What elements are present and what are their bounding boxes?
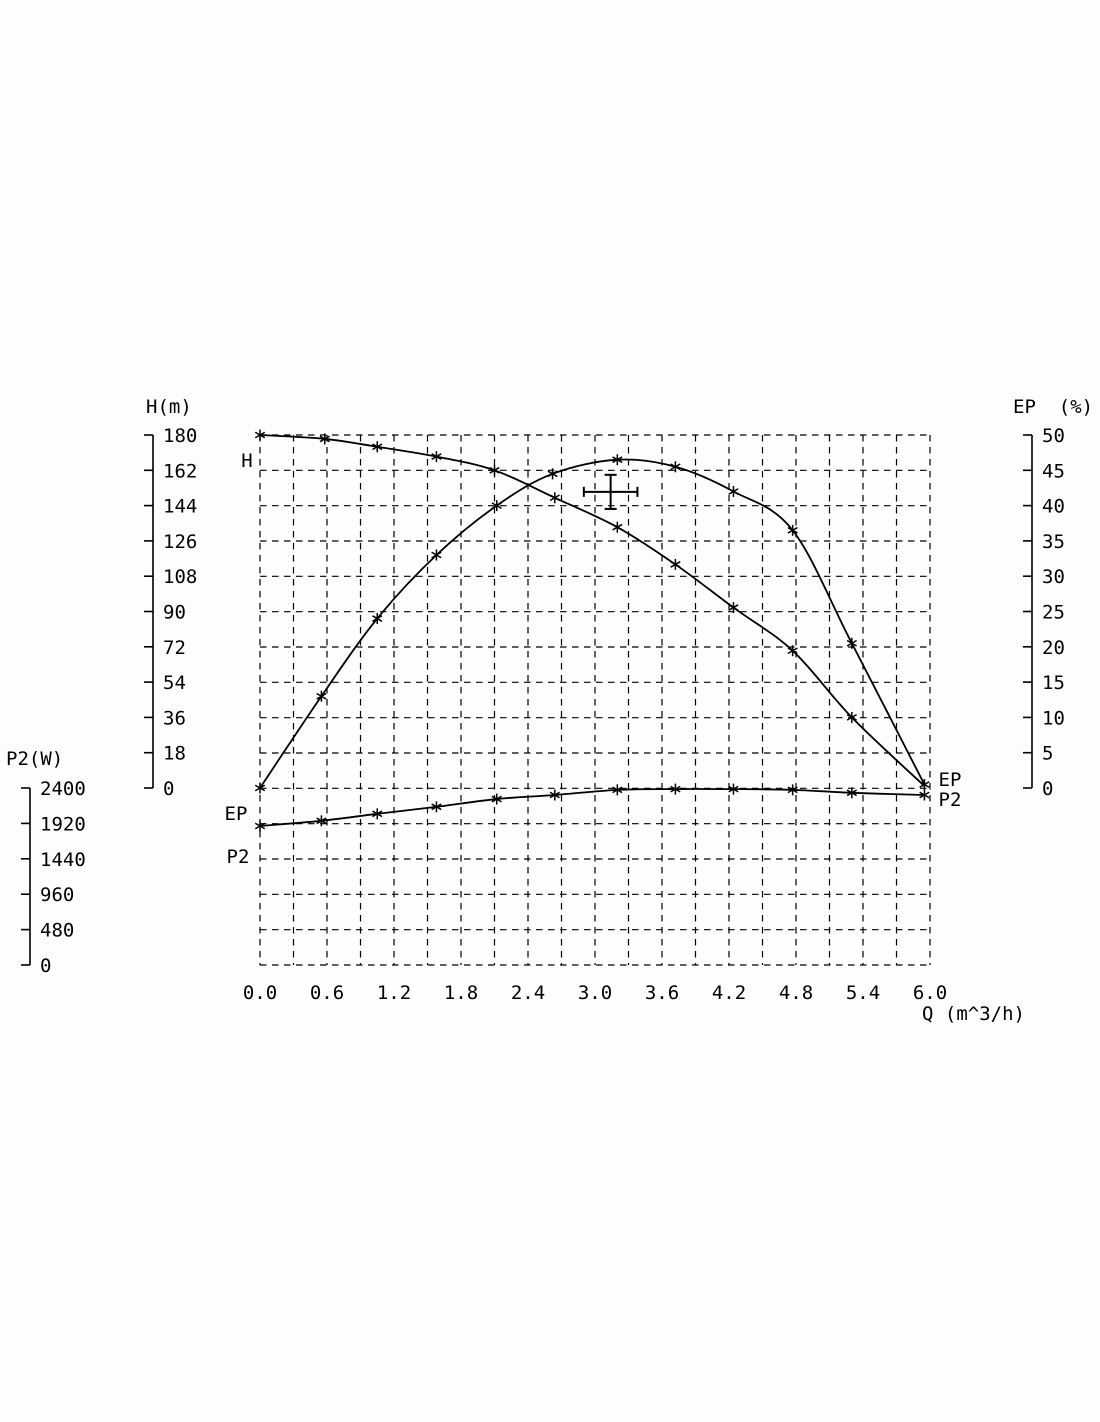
ep-axis-title: EP (%) — [1013, 396, 1094, 418]
svg-text:0: 0 — [163, 778, 174, 800]
svg-text:4.8: 4.8 — [779, 982, 813, 1004]
svg-text:15: 15 — [1042, 672, 1065, 694]
svg-text:5: 5 — [1042, 743, 1053, 765]
svg-text:P2: P2 — [227, 846, 250, 868]
svg-text:4.2: 4.2 — [712, 982, 746, 1004]
svg-text:P2: P2 — [939, 789, 962, 811]
svg-text:0.6: 0.6 — [310, 982, 344, 1004]
h-axis-title: H(m) — [146, 396, 192, 418]
svg-text:90: 90 — [163, 602, 186, 624]
svg-text:EP: EP — [939, 769, 962, 791]
svg-text:20: 20 — [1042, 637, 1065, 659]
q-axis-title: Q (m^3/h) — [922, 1003, 1025, 1025]
svg-text:144: 144 — [163, 496, 197, 518]
svg-text:40: 40 — [1042, 496, 1065, 518]
svg-text:126: 126 — [163, 531, 197, 553]
svg-text:3.6: 3.6 — [645, 982, 679, 1004]
svg-text:30: 30 — [1042, 566, 1065, 588]
svg-text:54: 54 — [163, 672, 186, 694]
svg-text:18: 18 — [163, 743, 186, 765]
svg-text:45: 45 — [1042, 460, 1065, 482]
duty-point-marker — [582, 473, 639, 510]
svg-text:1.8: 1.8 — [444, 982, 478, 1004]
svg-text:180: 180 — [163, 425, 197, 447]
svg-text:480: 480 — [40, 920, 74, 942]
svg-text:2.4: 2.4 — [511, 982, 545, 1004]
svg-text:960: 960 — [40, 884, 74, 906]
p2-axis-title: P2(W) — [6, 748, 64, 770]
svg-text:35: 35 — [1042, 531, 1065, 553]
svg-text:3.0: 3.0 — [578, 982, 612, 1004]
svg-text:36: 36 — [163, 707, 186, 729]
svg-text:25: 25 — [1042, 602, 1065, 624]
q-tick-labels: 0.0 0.6 1.2 1.8 2.4 3.0 3.6 4.2 4.8 5.4 6.0 — [243, 982, 947, 1004]
svg-text:1440: 1440 — [40, 849, 86, 871]
grid — [259, 434, 931, 966]
svg-text:50: 50 — [1042, 425, 1065, 447]
p2-curve — [254, 783, 930, 832]
ep-curve — [254, 454, 930, 794]
svg-text:0: 0 — [1042, 778, 1053, 800]
p2-axis: 2400 1920 1440 960 480 0 — [21, 778, 86, 977]
svg-text:1920: 1920 — [40, 813, 86, 835]
h-curve — [254, 429, 926, 787]
svg-text:72: 72 — [163, 637, 186, 659]
svg-text:H: H — [241, 450, 252, 472]
svg-text:1.2: 1.2 — [377, 982, 411, 1004]
svg-text:6.0: 6.0 — [913, 982, 947, 1004]
svg-text:162: 162 — [163, 460, 197, 482]
svg-text:10: 10 — [1042, 707, 1065, 729]
svg-text:0: 0 — [40, 955, 51, 977]
svg-text:108: 108 — [163, 566, 197, 588]
svg-text:EP: EP — [225, 803, 248, 825]
svg-text:2400: 2400 — [40, 778, 86, 800]
svg-text:5.4: 5.4 — [846, 982, 880, 1004]
svg-text:0.0: 0.0 — [243, 982, 277, 1004]
